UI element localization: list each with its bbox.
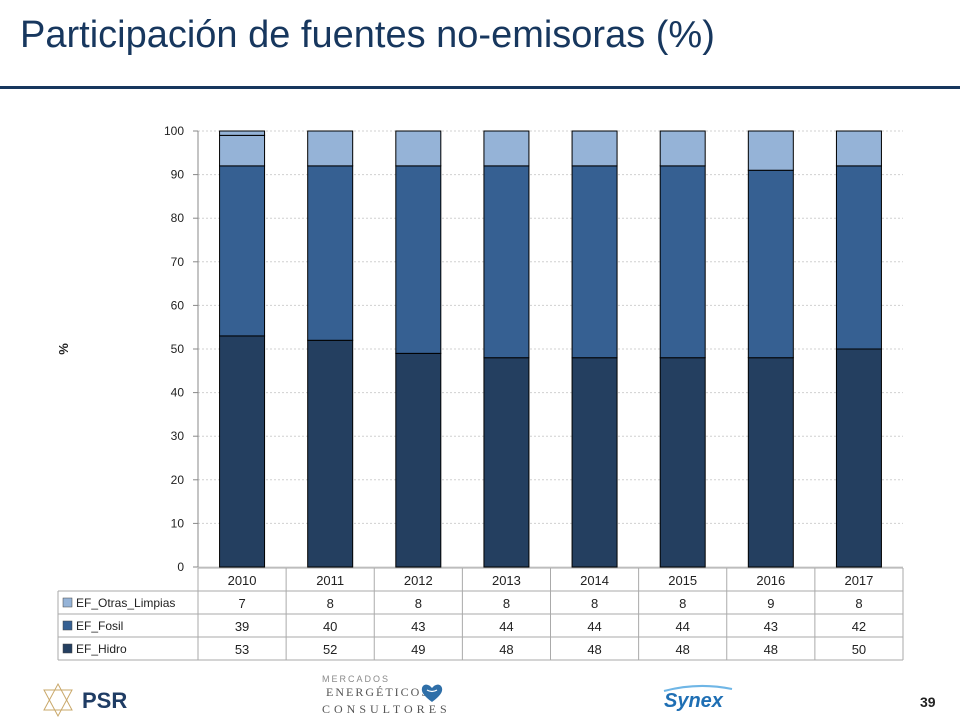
x-tick-label: 2011 xyxy=(316,573,344,588)
x-tick-label: 2016 xyxy=(756,573,785,588)
mec-logo-line3: CONSULTORES xyxy=(322,702,451,716)
bar-segment xyxy=(659,130,706,167)
bar-segment xyxy=(219,335,266,568)
bar-segment xyxy=(219,134,266,167)
bar-segment xyxy=(747,130,794,171)
data-label: 43 xyxy=(764,619,778,634)
y-tick-label: 70 xyxy=(171,255,185,269)
y-tick-label: 50 xyxy=(171,342,185,356)
data-label: 39 xyxy=(235,619,249,634)
bar-segment xyxy=(219,165,266,337)
data-label: 8 xyxy=(855,596,862,611)
y-tick-label: 0 xyxy=(177,560,184,574)
data-label: 7 xyxy=(238,596,245,611)
y-axis-label: % xyxy=(56,343,71,355)
data-label: 43 xyxy=(411,619,425,634)
bar-segment xyxy=(307,130,354,167)
bar-segment-remainder xyxy=(219,130,266,136)
data-label: 8 xyxy=(679,596,686,611)
x-tick-label: 2012 xyxy=(404,573,433,588)
bar-segment xyxy=(395,130,442,167)
data-label: 48 xyxy=(587,642,601,657)
bar-segment xyxy=(835,130,882,167)
psr-logo: PSR xyxy=(38,682,158,718)
data-label: 8 xyxy=(415,596,422,611)
mercados-energeticos-logo: MERCADOS ENERGÉTICOS CONSULTORES xyxy=(320,674,451,720)
x-tick-label: 2010 xyxy=(228,573,257,588)
legend-swatch xyxy=(62,597,73,608)
data-label: 44 xyxy=(499,619,513,634)
y-tick-label: 100 xyxy=(164,124,184,138)
title-divider xyxy=(0,86,960,89)
bar-segment xyxy=(747,169,794,359)
data-label: 44 xyxy=(587,619,601,634)
page-title: Participación de fuentes no-emisoras (%) xyxy=(20,14,715,56)
bar-segment xyxy=(571,357,618,568)
bar-segment xyxy=(307,339,354,568)
bar-segment xyxy=(307,165,354,341)
legend-label: EF_Fosil xyxy=(76,619,123,633)
legend-swatch xyxy=(62,620,73,631)
bar-segment xyxy=(659,165,706,359)
bar-segment xyxy=(395,352,442,568)
heart-globe-icon xyxy=(421,684,443,702)
x-tick-label: 2014 xyxy=(580,573,609,588)
data-label: 50 xyxy=(852,642,866,657)
data-label: 40 xyxy=(323,619,337,634)
data-label: 8 xyxy=(591,596,598,611)
y-tick-label: 60 xyxy=(171,298,185,312)
mec-logo-line2: ENERGÉTICOS xyxy=(326,685,430,699)
y-tick-label: 10 xyxy=(171,516,185,530)
mec-logo-line1: MERCADOS xyxy=(322,674,391,684)
synex-logo-text: Synex xyxy=(664,690,723,712)
legend-swatch xyxy=(62,643,73,654)
y-tick-label: 40 xyxy=(171,386,185,400)
synex-logo: Synex xyxy=(658,684,738,718)
x-tick-label: 2015 xyxy=(668,573,697,588)
legend-label: EF_Hidro xyxy=(76,642,127,656)
bar-segment xyxy=(835,165,882,350)
bar-segment xyxy=(483,357,530,568)
bar-segment xyxy=(659,357,706,568)
legend-label: EF_Otras_Limpias xyxy=(76,596,175,610)
data-label: 44 xyxy=(675,619,689,634)
bar-segment xyxy=(395,165,442,354)
bar-segment xyxy=(571,165,618,359)
data-label: 52 xyxy=(323,642,337,657)
data-label: 49 xyxy=(411,642,425,657)
stacked-bar-chart: 0 10 20 30 40 50 60 70 80 90 100% 2010 2011 2012 2013 2… xyxy=(56,124,904,661)
y-tick-label: 30 xyxy=(171,429,185,443)
page-number: 39 xyxy=(920,694,936,710)
x-tick-label: 2013 xyxy=(492,573,521,588)
data-label: 42 xyxy=(852,619,866,634)
bar-segment xyxy=(571,130,618,167)
y-tick-label: 80 xyxy=(171,211,185,225)
data-label: 48 xyxy=(764,642,778,657)
y-tick-label: 20 xyxy=(171,473,185,487)
data-label: 8 xyxy=(327,596,334,611)
synex-swoosh-icon xyxy=(663,684,733,692)
data-label: 53 xyxy=(235,642,249,657)
data-label: 8 xyxy=(503,596,510,611)
y-tick-label: 90 xyxy=(171,168,185,182)
data-label: 9 xyxy=(767,596,774,611)
bar-segment xyxy=(483,130,530,167)
bar-segment xyxy=(835,348,882,568)
psr-logo-text: PSR xyxy=(82,688,128,713)
psr-star-icon xyxy=(43,682,73,718)
bar-segment xyxy=(483,165,530,359)
bar-segment xyxy=(747,357,794,568)
data-label: 48 xyxy=(675,642,689,657)
data-label: 48 xyxy=(499,642,513,657)
x-tick-label: 2017 xyxy=(844,573,873,588)
